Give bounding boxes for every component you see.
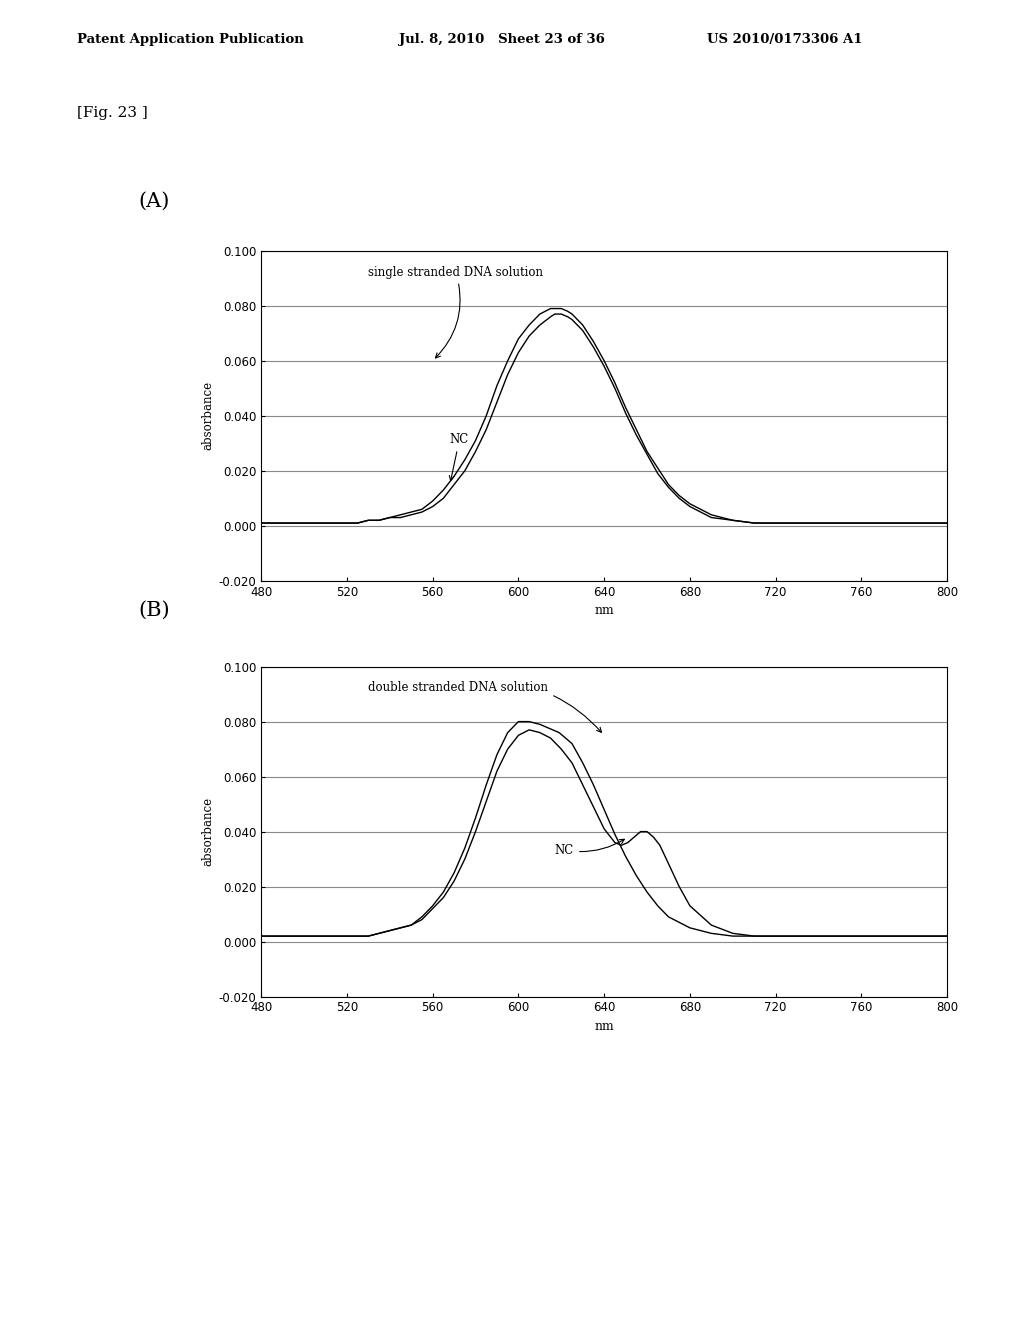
Y-axis label: absorbance: absorbance: [202, 797, 214, 866]
Text: (B): (B): [138, 601, 170, 619]
Text: (A): (A): [138, 191, 170, 210]
Text: double stranded DNA solution: double stranded DNA solution: [369, 681, 601, 733]
Text: NC: NC: [555, 840, 625, 857]
Text: [Fig. 23 ]: [Fig. 23 ]: [77, 106, 147, 120]
X-axis label: nm: nm: [594, 1020, 614, 1034]
Text: NC: NC: [450, 433, 469, 480]
Text: Jul. 8, 2010   Sheet 23 of 36: Jul. 8, 2010 Sheet 23 of 36: [399, 33, 605, 46]
X-axis label: nm: nm: [594, 605, 614, 618]
Text: US 2010/0173306 A1: US 2010/0173306 A1: [707, 33, 862, 46]
Y-axis label: absorbance: absorbance: [202, 381, 214, 450]
Text: Patent Application Publication: Patent Application Publication: [77, 33, 303, 46]
Text: single stranded DNA solution: single stranded DNA solution: [369, 265, 544, 358]
